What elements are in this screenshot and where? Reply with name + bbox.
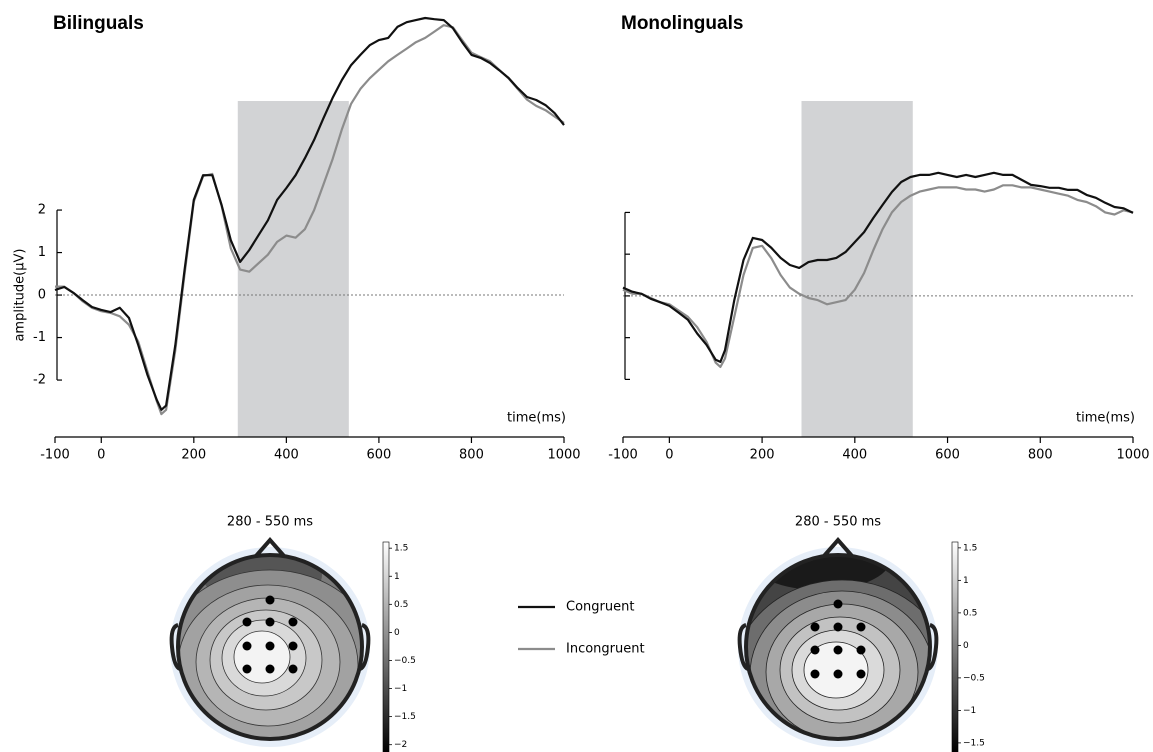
colorbar-tick-label: 1.5 (394, 544, 408, 554)
y-tick-label: -2 (33, 373, 46, 388)
colorbar-tick-label: −0.5 (963, 673, 985, 683)
colorbar-tick-label: 0 (394, 628, 400, 638)
y-tick-label: 1 (38, 245, 46, 260)
chart-title: Bilinguals (53, 13, 144, 34)
x-axis-label: time(ms) (1076, 411, 1135, 426)
x-tick-label: 200 (181, 448, 206, 463)
colorbar-tick-label: 0 (963, 641, 969, 651)
x-tick-label: 1000 (1116, 448, 1149, 463)
colorbar (382, 541, 390, 752)
x-tick-label: 800 (1028, 448, 1053, 463)
legend-label: Congruent (566, 600, 634, 615)
colorbar-tick-label: 0.5 (394, 600, 408, 610)
x-tick-label: 400 (842, 448, 867, 463)
data-line (622, 171, 1134, 363)
colorbar-tick-label: −1.5 (394, 712, 416, 722)
colorbar-tick-label: −0.5 (394, 656, 416, 666)
y-tick-label: 0 (38, 288, 46, 303)
x-tick-label: 800 (459, 448, 484, 463)
colorbar-tick-label: 1.5 (963, 543, 977, 553)
y-axis-label: amplitude(μV) (13, 249, 28, 342)
topomap-head (169, 536, 371, 747)
x-tick-label: 200 (750, 448, 775, 463)
colorbar (951, 541, 959, 752)
colorbar-tick-label: 1 (394, 572, 400, 582)
time-window (237, 101, 349, 437)
x-tick-label: 0 (665, 448, 673, 463)
colorbar-tick-label: −1 (394, 684, 407, 694)
colorbar-tick-label: −1.5 (963, 738, 985, 748)
x-tick-label: 0 (97, 448, 105, 463)
time-window (801, 101, 913, 437)
topomap-head (737, 536, 939, 747)
topomap-title: 280 - 550 ms (227, 515, 313, 530)
x-tick-label: 400 (274, 448, 299, 463)
legend-label: Incongruent (566, 642, 645, 657)
x-tick-label: -100 (608, 448, 638, 463)
colorbar-tick-label: 1 (963, 576, 969, 586)
data-line (54, 16, 565, 411)
x-tick-label: 1000 (547, 448, 580, 463)
x-tick-label: 600 (366, 448, 391, 463)
chart-title: Monolinguals (621, 13, 743, 34)
x-tick-label: 600 (935, 448, 960, 463)
colorbar-tick-label: −2 (394, 740, 407, 750)
x-axis-label: time(ms) (507, 411, 566, 426)
colorbar-tick-label: 0.5 (963, 608, 977, 618)
y-tick-label: -1 (33, 330, 46, 345)
topomap-title: 280 - 550 ms (795, 515, 881, 530)
colorbar-tick-label: −1 (963, 706, 976, 716)
y-tick-label: 2 (38, 203, 46, 218)
x-tick-label: -100 (40, 448, 70, 463)
